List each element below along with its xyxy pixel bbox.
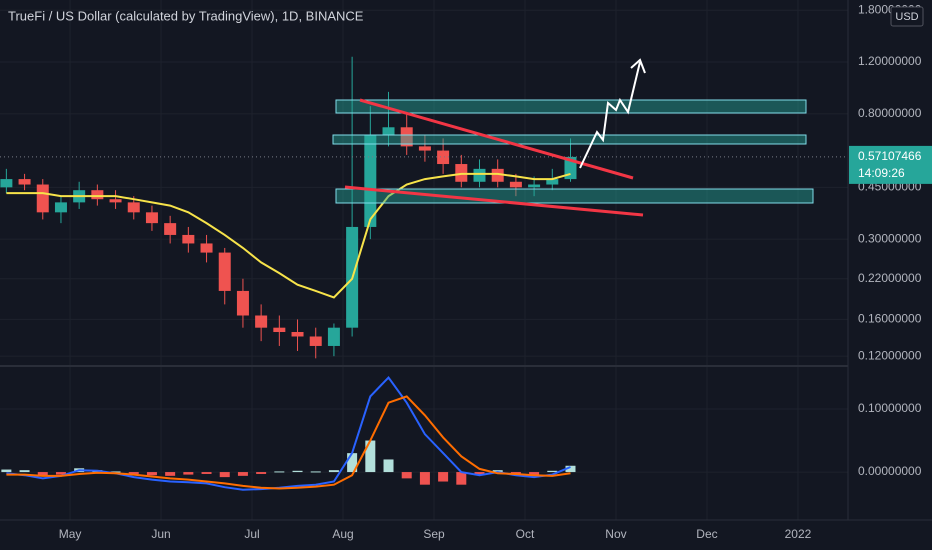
currency-box[interactable] bbox=[890, 6, 924, 27]
x-tick-label: 2022 bbox=[785, 527, 812, 541]
histogram-bar bbox=[419, 472, 430, 485]
candle-body bbox=[182, 234, 195, 244]
x-tick-label: Nov bbox=[605, 527, 626, 541]
candle-body bbox=[109, 199, 122, 203]
histogram-bar bbox=[438, 472, 449, 482]
histogram-bar bbox=[565, 465, 576, 473]
x-tick-label: Jun bbox=[151, 527, 170, 541]
histogram-bar bbox=[37, 472, 48, 476]
candle-body bbox=[382, 127, 395, 135]
histogram-bar bbox=[165, 472, 176, 476]
y-tick-label: 0.12000000 bbox=[858, 348, 922, 362]
y-tick-label: 0.10000000 bbox=[858, 401, 922, 415]
trendline bbox=[359, 98, 634, 180]
candle-body bbox=[127, 202, 140, 213]
candle-body bbox=[91, 190, 104, 200]
histogram-bar bbox=[347, 453, 358, 473]
histogram-bar bbox=[274, 471, 285, 473]
arrow-head bbox=[630, 58, 646, 74]
candle-body bbox=[54, 202, 67, 213]
last-price: 0.57107466 bbox=[858, 149, 922, 163]
candle-body bbox=[145, 212, 158, 224]
candle-body bbox=[327, 327, 340, 346]
histogram-bar bbox=[328, 470, 339, 473]
candle-body bbox=[218, 252, 231, 291]
histogram-bar bbox=[529, 472, 540, 476]
candle-body bbox=[18, 179, 31, 185]
candle-body bbox=[418, 146, 431, 151]
y-tick-label: 0.22000000 bbox=[858, 271, 922, 285]
zone bbox=[332, 134, 807, 145]
candle-body bbox=[236, 290, 249, 316]
histogram-bar bbox=[55, 472, 66, 475]
x-tick-label: May bbox=[59, 527, 82, 541]
chart-title: TrueFi / US Dollar (calculated by Tradin… bbox=[8, 8, 364, 23]
histogram-bar bbox=[383, 459, 394, 473]
candle-body bbox=[0, 179, 13, 188]
candle-body bbox=[255, 315, 268, 328]
zone bbox=[335, 99, 807, 114]
y-tick-label: 0.80000000 bbox=[858, 106, 922, 120]
y-tick-label: 1.20000000 bbox=[858, 54, 922, 68]
candle-body bbox=[528, 184, 541, 188]
projection-arrow bbox=[579, 61, 641, 169]
histogram-bar bbox=[547, 470, 558, 473]
candle-body bbox=[200, 243, 213, 253]
histogram-bar bbox=[19, 470, 30, 473]
marks bbox=[0, 56, 848, 491]
currency[interactable]: USD bbox=[895, 11, 918, 23]
indicator-line bbox=[6, 395, 571, 490]
candle-body bbox=[36, 184, 49, 213]
candle-body bbox=[364, 134, 377, 227]
candle-body bbox=[309, 336, 322, 346]
candle-body bbox=[509, 181, 522, 188]
candle-body bbox=[437, 150, 450, 165]
histogram-bar bbox=[292, 470, 303, 473]
histogram-bar bbox=[401, 472, 412, 479]
histogram-bar bbox=[1, 469, 12, 473]
x-tick-label: Jul bbox=[244, 527, 259, 541]
price-tag bbox=[849, 145, 932, 184]
axes: 0.12000000 0.16000000 0.22000000 0.30000000… bbox=[59, 2, 932, 541]
candle-body bbox=[291, 332, 304, 337]
x-tick-label: Sep bbox=[423, 527, 445, 541]
histogram-bar bbox=[456, 472, 467, 485]
histogram-bar bbox=[128, 472, 139, 474]
candle-body bbox=[164, 223, 177, 235]
y-tick-label: 0.00000000 bbox=[858, 464, 922, 478]
x-tick-label: Dec bbox=[696, 527, 717, 541]
histogram-bar bbox=[256, 472, 267, 474]
histogram-bar bbox=[219, 472, 230, 478]
x-tick-label: Aug bbox=[332, 527, 353, 541]
indicator-line bbox=[6, 172, 571, 299]
candle-body bbox=[491, 168, 504, 182]
trendline bbox=[344, 185, 644, 217]
histogram-bar bbox=[237, 472, 248, 476]
x-tick-label: Oct bbox=[516, 527, 535, 541]
candle-body bbox=[273, 327, 286, 333]
histogram-bar bbox=[146, 472, 157, 476]
histogram-bar bbox=[310, 471, 321, 473]
countdown: 14:09:26 bbox=[858, 166, 905, 180]
drawings bbox=[332, 58, 814, 217]
indicator-line bbox=[6, 375, 571, 491]
histogram-bar bbox=[110, 471, 121, 473]
zone bbox=[335, 188, 814, 204]
y-tick-label: 0.30000000 bbox=[858, 231, 922, 245]
histogram-bar bbox=[183, 472, 194, 475]
candle-body bbox=[546, 179, 559, 185]
candle-body bbox=[400, 127, 413, 147]
histogram-bar bbox=[365, 440, 376, 473]
candle-body bbox=[473, 168, 486, 182]
y-tick-label: 0.16000000 bbox=[858, 312, 922, 326]
histogram-bar bbox=[474, 472, 485, 476]
histogram-bar bbox=[201, 472, 212, 474]
